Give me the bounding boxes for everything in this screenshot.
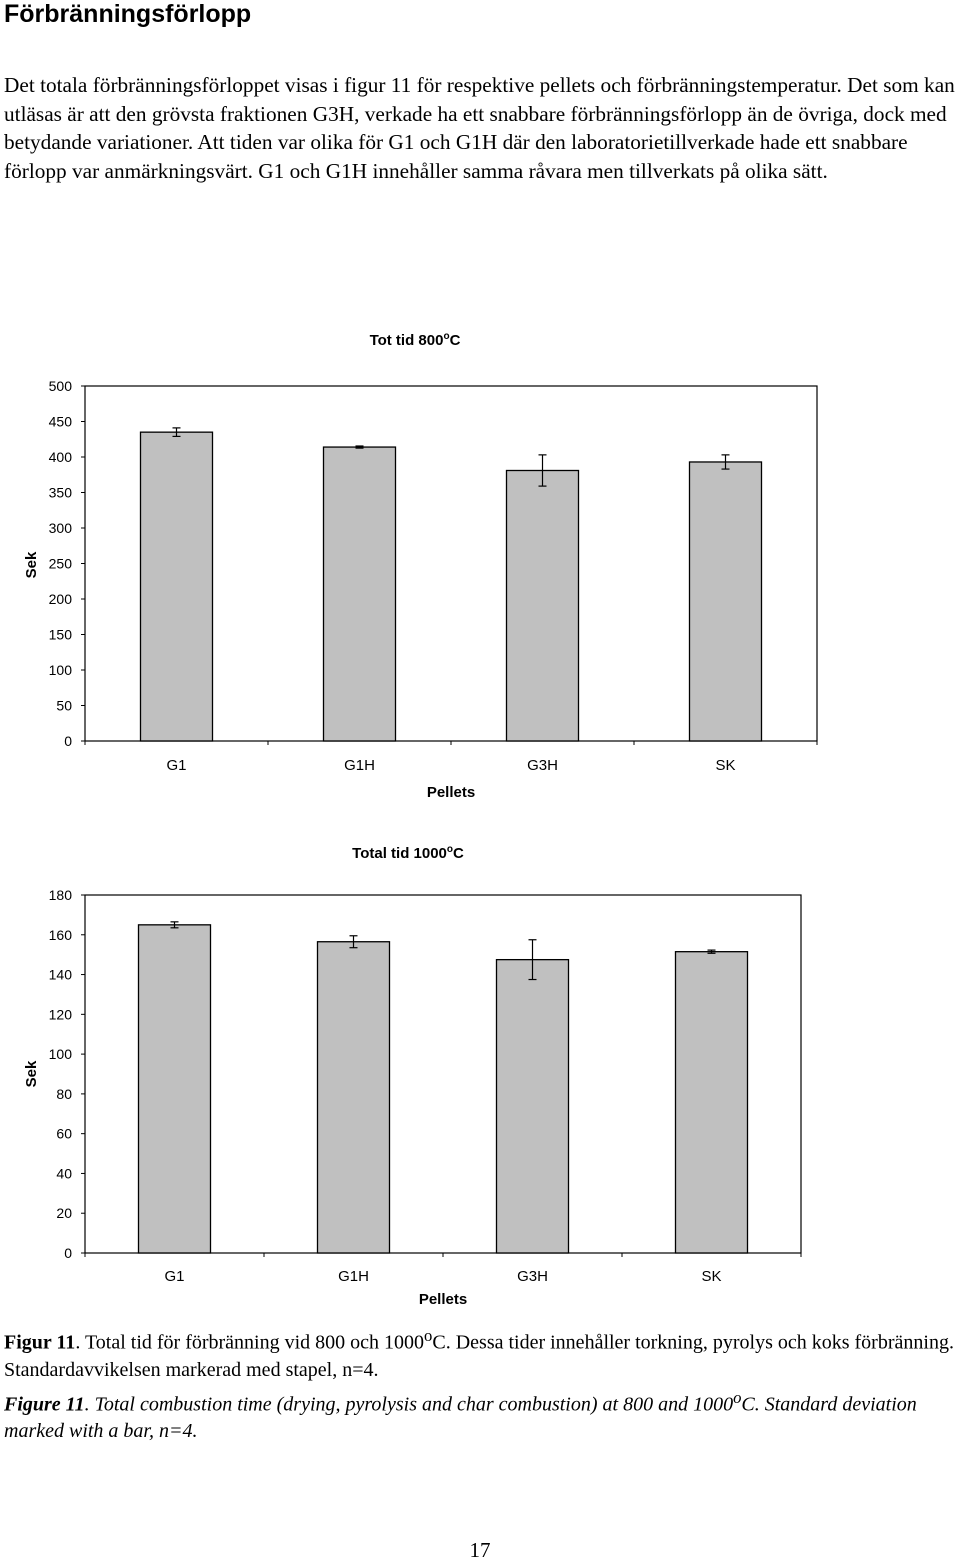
chart-800-category-label: G1 [166,757,186,774]
chart-800-y-tick-label: 300 [49,520,73,536]
chart-1000-y-tick-label: 160 [49,927,73,943]
chart-800c-svg: Tot tid 800oC 0 50 100 150 200 250 300 350 400 450… [23,331,818,801]
chart-1000-bar-sk [674,951,749,1254]
chart-800-bar-sk [688,461,763,742]
caption-sv-sup: o [424,1326,433,1345]
chart-800-x-axis-title: Pellets [427,784,475,801]
chart-800-category-label: G3H [527,757,558,774]
caption-sv-text-b: C. Dessa tider innehåller torkning, pyro… [4,1331,954,1381]
caption-sv-label: Figur 11 [4,1331,76,1354]
chart-1000-bar-g1 [137,924,212,1254]
chart-800c: Tot tid 800oC 0 50 100 150 200 250 300 350 400 450… [0,320,960,815]
chart-1000-y-tick-label: 120 [49,1006,73,1022]
chart-1000-y-tick-label: 140 [49,967,73,983]
chart-1000-y-tick-label: 100 [49,1046,73,1062]
chart-1000-bar-g3h [495,958,570,1254]
caption-en-label: Figure 11 [4,1393,85,1416]
body-paragraph: Det totala förbränningsförloppet visas i… [4,73,955,183]
chart-800-y-tick-label: 250 [49,556,73,572]
caption-en-text-b: C. Standard deviation marked with a bar,… [4,1393,917,1443]
chart-800-title: Tot tid 800oC [370,331,461,349]
chart-1000-y-tick-label: 20 [56,1205,72,1221]
section-heading: Förbränningsförlopp [4,0,252,28]
chart-800-y-tick-label: 450 [49,414,73,430]
chart-800-y-tick-label: 350 [49,485,73,501]
caption-en-text-a: . Total combustion time (drying, pyrolys… [84,1393,734,1416]
chart-1000-y-tick-label: 0 [64,1245,72,1261]
chart-1000-y-tick-label: 40 [56,1165,72,1181]
page-number: 17 [469,1538,491,1562]
chart-1000-category-label: G1H [338,1268,369,1285]
chart-800-y-tick-label: 400 [49,449,73,465]
chart-800-bar-g3h [505,469,580,742]
chart-1000-category-label: G1 [164,1268,184,1285]
chart-1000c-svg: Total tid 1000oC 0 20 40 60 80 100 120 140 160 180… [23,844,802,1308]
chart-800-y-tick-label: 50 [56,698,72,714]
chart-1000-y-axis-title: Sek [23,1060,40,1087]
chart-1000-y-tick-label: 80 [56,1086,72,1102]
chart-800-y-tick-label: 200 [49,591,73,607]
figure-caption: Figur 11. Total tid för förbränning vid … [4,1322,960,1445]
caption-swedish: Figur 11. Total tid för förbränning vid … [4,1322,960,1384]
caption-sv-text-a: . Total tid för förbränning vid 800 och … [75,1331,425,1354]
caption-en-sup: o [733,1387,742,1407]
chart-800-y-axis-title: Sek [23,551,40,578]
chart-800-category-label: G1H [344,757,375,774]
chart-800-y-tick-label: 150 [49,627,73,643]
chart-800-y-tick-label: 0 [64,733,72,749]
chart-1000-bar-g1h [316,941,391,1254]
chart-1000-category-label: G3H [517,1268,548,1285]
chart-1000-y-tick-label: 60 [56,1126,72,1142]
chart-1000-x-axis-title: Pellets [419,1291,467,1308]
chart-800-y-tick-label: 500 [49,378,73,394]
chart-800-bar-g1h [322,446,397,742]
chart-1000c: Total tid 1000oC 0 20 40 60 80 100 120 140 160 180… [0,834,960,1319]
chart-800-category-label: SK [715,757,735,774]
chart-800-y-tick-label: 100 [49,662,73,678]
chart-1000-y-tick-label: 180 [49,887,73,903]
caption-english: Figure 11. Total combustion time (drying… [4,1384,960,1446]
chart-1000-category-label: SK [701,1268,721,1285]
chart-1000-title: Total tid 1000oC [352,844,464,862]
chart-800-bar-g1 [139,431,214,742]
